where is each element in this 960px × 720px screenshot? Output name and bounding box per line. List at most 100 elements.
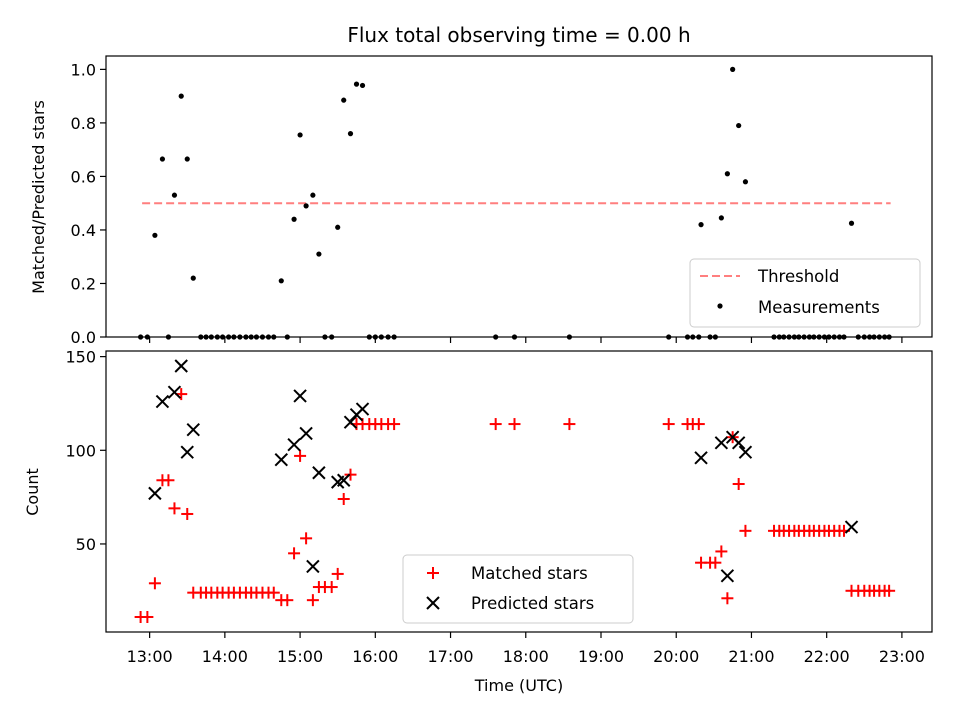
- matched-star-point: [739, 524, 752, 537]
- measurement-point: [736, 122, 742, 129]
- measurement-point: [178, 93, 184, 99]
- matched-star-point: [300, 532, 313, 545]
- predicted-star-point: [714, 436, 729, 450]
- bottom-xtick-label: 15:00: [277, 647, 323, 666]
- predicted-star-point: [287, 437, 301, 452]
- measurement-point: [698, 222, 704, 228]
- predicted-star-point: [306, 559, 320, 574]
- legend-matched-label: Matched stars: [471, 564, 588, 583]
- x-axis-label: Time (UTC): [474, 676, 563, 695]
- bottom-xtick-label: 20:00: [653, 647, 699, 666]
- predicted-star-point: [274, 452, 288, 467]
- matched-star-point: [662, 418, 675, 431]
- predicted-star-point: [293, 389, 307, 403]
- measurement-point: [310, 192, 316, 198]
- predicted-star-point: [180, 445, 194, 459]
- bottom-panel: 50 100 150 13:00 14:00 15:00 16:00 17:00 18:00 1…: [23, 348, 933, 695]
- bottom-ytick-label: 50: [76, 535, 96, 554]
- measurement-point: [718, 215, 724, 221]
- matched-star-point: [288, 547, 301, 560]
- measurement-point: [184, 156, 190, 162]
- matched-star-point: [709, 556, 722, 569]
- bottom-yticks: 50 100 150: [65, 348, 106, 554]
- matched-star-point: [281, 594, 294, 607]
- measurement-point: [724, 171, 730, 177]
- legend-threshold-label: Threshold: [757, 267, 839, 286]
- legend-predicted-label: Predicted stars: [471, 594, 594, 613]
- legend-predicted-swatch: [426, 596, 440, 610]
- predicted-star-point: [844, 520, 859, 534]
- top-ytick-label: 1.0: [71, 60, 96, 79]
- top-legend: Threshold Measurements: [689, 258, 921, 328]
- bottom-xticks: 13:00 14:00 15:00 16:00 17:00 18:00 19:00 20:00…: [127, 632, 925, 666]
- bottom-y-axis-label: Count: [23, 468, 42, 516]
- predicted-star-point: [731, 436, 746, 450]
- predicted-star-point: [155, 394, 170, 409]
- top-plot-frame: [105, 55, 933, 338]
- measurement-point: [341, 97, 347, 103]
- predicted-star-points: [148, 359, 859, 583]
- measurement-point: [742, 179, 749, 185]
- bottom-legend-box: [402, 554, 634, 624]
- predicted-star-point: [355, 402, 370, 416]
- measurement-point: [171, 192, 178, 198]
- top-ytick-label: 0.4: [71, 221, 96, 240]
- bottom-xtick-label: 14:00: [202, 647, 248, 666]
- predicted-star-point: [148, 486, 162, 501]
- matched-star-point: [508, 418, 521, 431]
- matched-star-point: [141, 611, 154, 624]
- bottom-ytick-label: 100: [65, 441, 96, 460]
- bottom-ytick-label: 150: [65, 348, 96, 367]
- predicted-star-point: [694, 451, 708, 465]
- bottom-plot-frame: [105, 350, 933, 633]
- measurement-point: [152, 232, 158, 238]
- matched-star-point: [337, 492, 350, 505]
- legend-matched-swatch: [427, 567, 439, 579]
- top-y-axis-label: Matched/Predicted stars: [29, 100, 48, 294]
- matched-star-point: [325, 581, 338, 594]
- matched-star-point: [267, 586, 280, 599]
- matched-star-point: [715, 545, 728, 558]
- matched-star-point: [721, 592, 734, 605]
- predicted-star-point: [337, 473, 351, 487]
- predicted-star-point: [343, 415, 358, 429]
- matched-star-point: [883, 584, 896, 597]
- predicted-star-point: [186, 422, 200, 437]
- top-ytick-label: 0.6: [71, 167, 96, 186]
- matched-star-point: [181, 507, 194, 520]
- measurement-point: [303, 203, 309, 209]
- bottom-xtick-label: 23:00: [879, 647, 925, 666]
- matched-star-points: [134, 388, 896, 624]
- matched-star-point: [489, 418, 502, 431]
- bottom-xtick-label: 17:00: [427, 647, 473, 666]
- measurement-point: [316, 251, 322, 257]
- top-ytick-label: 0.8: [71, 114, 96, 133]
- bottom-xtick-label: 16:00: [352, 647, 398, 666]
- bottom-xtick-label: 13:00: [127, 647, 173, 666]
- measurement-point: [159, 156, 166, 162]
- legend-measurements-swatch: [717, 303, 723, 309]
- bottom-xtick-label: 22:00: [804, 647, 850, 666]
- predicted-star-point: [738, 445, 753, 459]
- matched-star-point: [344, 468, 357, 481]
- measurement-point: [335, 224, 341, 230]
- bottom-xtick-label: 18:00: [503, 647, 549, 666]
- top-ytick-label: 0.2: [71, 274, 96, 293]
- predicted-star-point: [299, 426, 313, 441]
- measurement-point: [730, 66, 736, 72]
- top-chart-title: Flux total observing time = 0.00 h: [347, 23, 690, 47]
- measurement-point: [278, 278, 284, 284]
- matched-star-point: [692, 418, 705, 431]
- bottom-xtick-label: 21:00: [728, 647, 774, 666]
- matched-star-point: [294, 449, 307, 462]
- matched-star-point: [563, 418, 576, 431]
- measurement-point: [353, 81, 360, 87]
- top-panel: Flux total observing time = 0.00 h 0.0 0.…: [29, 23, 933, 347]
- predicted-star-point: [312, 466, 326, 480]
- measurement-point: [359, 82, 366, 89]
- measurement-point: [190, 275, 196, 281]
- top-ytick-label: 0.0: [71, 328, 96, 347]
- measurement-points: [138, 66, 892, 340]
- matched-star-point: [168, 502, 181, 515]
